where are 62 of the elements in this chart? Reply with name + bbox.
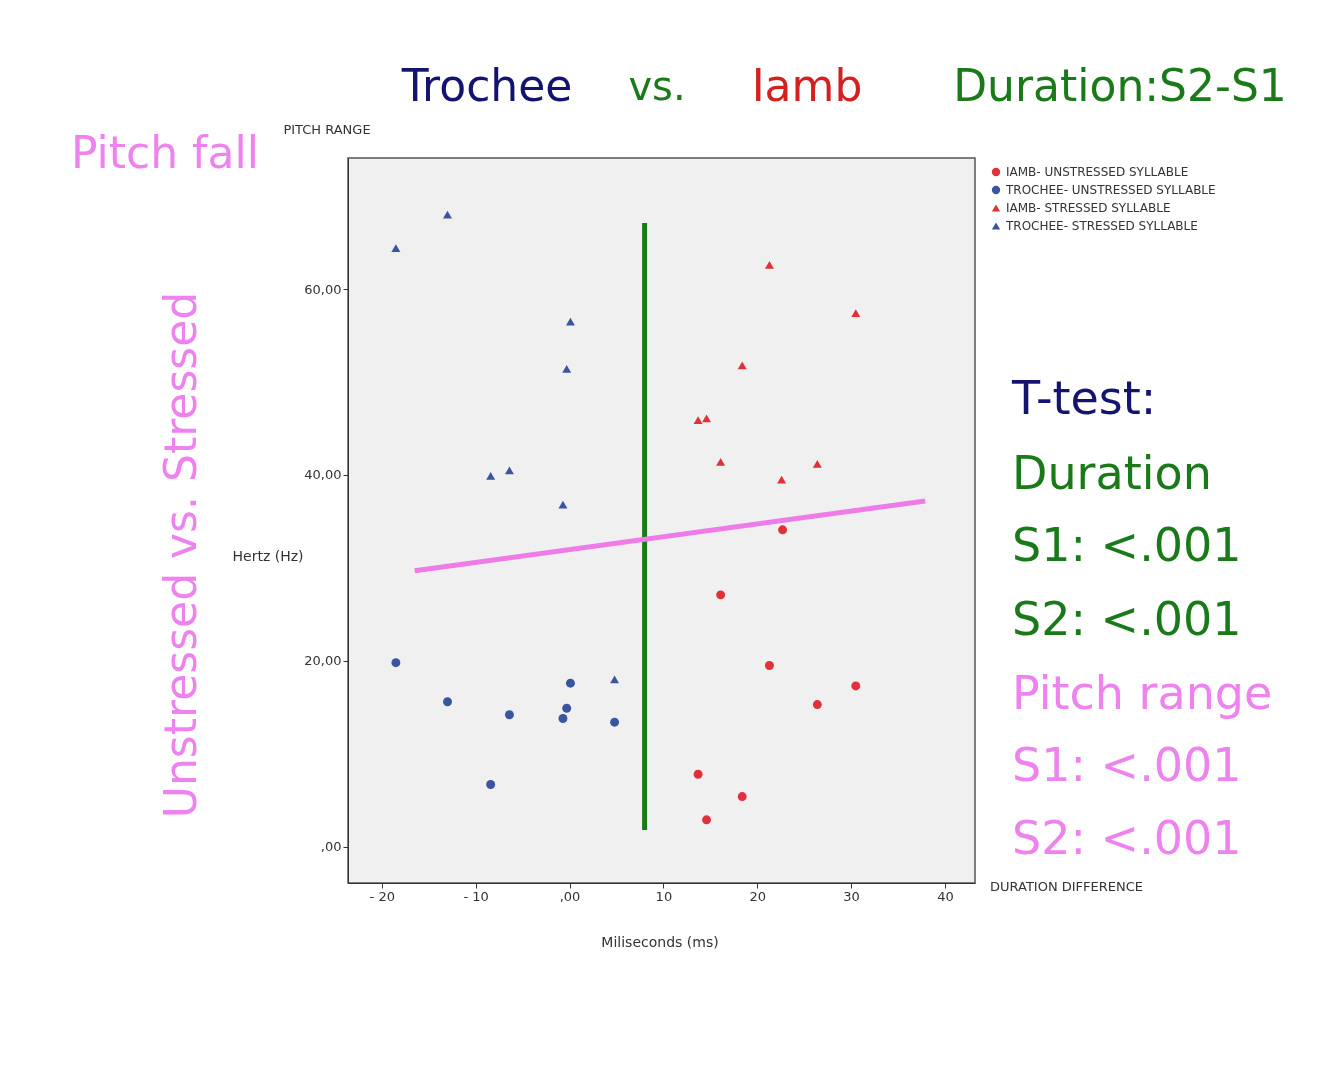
point xyxy=(812,700,822,709)
point xyxy=(851,681,861,691)
point xyxy=(391,658,401,668)
point xyxy=(610,675,620,684)
point xyxy=(812,459,822,468)
y-tick-label: 20,00 xyxy=(304,653,342,669)
point xyxy=(504,710,514,720)
point xyxy=(391,244,401,253)
point xyxy=(716,458,726,466)
point xyxy=(610,717,620,727)
text: Duration xyxy=(1012,446,1212,500)
point xyxy=(562,365,572,373)
point xyxy=(486,780,496,789)
text: Pitch fall xyxy=(70,127,260,178)
text: T-test: xyxy=(1011,371,1157,425)
point xyxy=(764,261,774,269)
legend-label: TROCHEE- STRESSED SYLLABLE xyxy=(1005,219,1198,233)
legend-label: IAMB- STRESSED SYLLABLE xyxy=(1006,201,1171,215)
x-tick-label: 30 xyxy=(843,888,860,904)
point xyxy=(443,210,452,219)
x-tick-label: 20 xyxy=(749,888,767,904)
y-axis-title: Hertz (Hz) xyxy=(232,548,304,564)
point xyxy=(702,815,712,825)
text: S2: <.001 xyxy=(1012,811,1242,865)
legend-label: TROCHEE- UNSTRESSED SYLLABLE xyxy=(1005,183,1216,197)
point xyxy=(443,697,452,707)
point xyxy=(693,416,703,424)
point xyxy=(737,361,747,370)
point xyxy=(558,714,568,723)
point xyxy=(716,590,726,600)
x-axis-title: Miliseconds (ms) xyxy=(601,934,719,950)
point xyxy=(693,769,703,779)
text: S2: <.001 xyxy=(1012,592,1242,646)
text: DURATION DIFFERENCE xyxy=(990,879,1144,894)
text: Unstressed vs. Stressed xyxy=(155,291,206,819)
point xyxy=(565,678,575,688)
y-tick-label: ,00 xyxy=(320,839,342,855)
point xyxy=(851,309,861,318)
point xyxy=(486,472,496,480)
x-tick-label: - 20 xyxy=(369,888,395,904)
y-tick-label: 40,00 xyxy=(304,467,342,483)
x-tick-label: - 10 xyxy=(463,888,489,904)
x-tick-label: 10 xyxy=(655,888,673,904)
text: Pitch range xyxy=(1012,666,1273,720)
point xyxy=(558,500,568,509)
x-tick-label: 40 xyxy=(937,888,954,904)
point xyxy=(562,703,572,713)
point xyxy=(778,525,788,535)
text: Duration:S2-S1 xyxy=(953,60,1287,111)
text: vs. xyxy=(628,63,686,109)
x-tick-label: ,00 xyxy=(559,888,581,904)
text: S1: <.001 xyxy=(1012,518,1242,572)
text: PITCH RANGE xyxy=(283,122,371,137)
legend-label: IAMB- UNSTRESSED SYLLABLE xyxy=(1006,165,1189,179)
point xyxy=(504,466,514,475)
text: S1: <.001 xyxy=(1012,738,1242,792)
y-tick-label: 60,00 xyxy=(304,281,342,297)
text: Iamb xyxy=(751,60,863,111)
point xyxy=(737,792,747,802)
point xyxy=(702,414,712,423)
point xyxy=(764,661,774,670)
text: Trochee xyxy=(400,60,573,111)
